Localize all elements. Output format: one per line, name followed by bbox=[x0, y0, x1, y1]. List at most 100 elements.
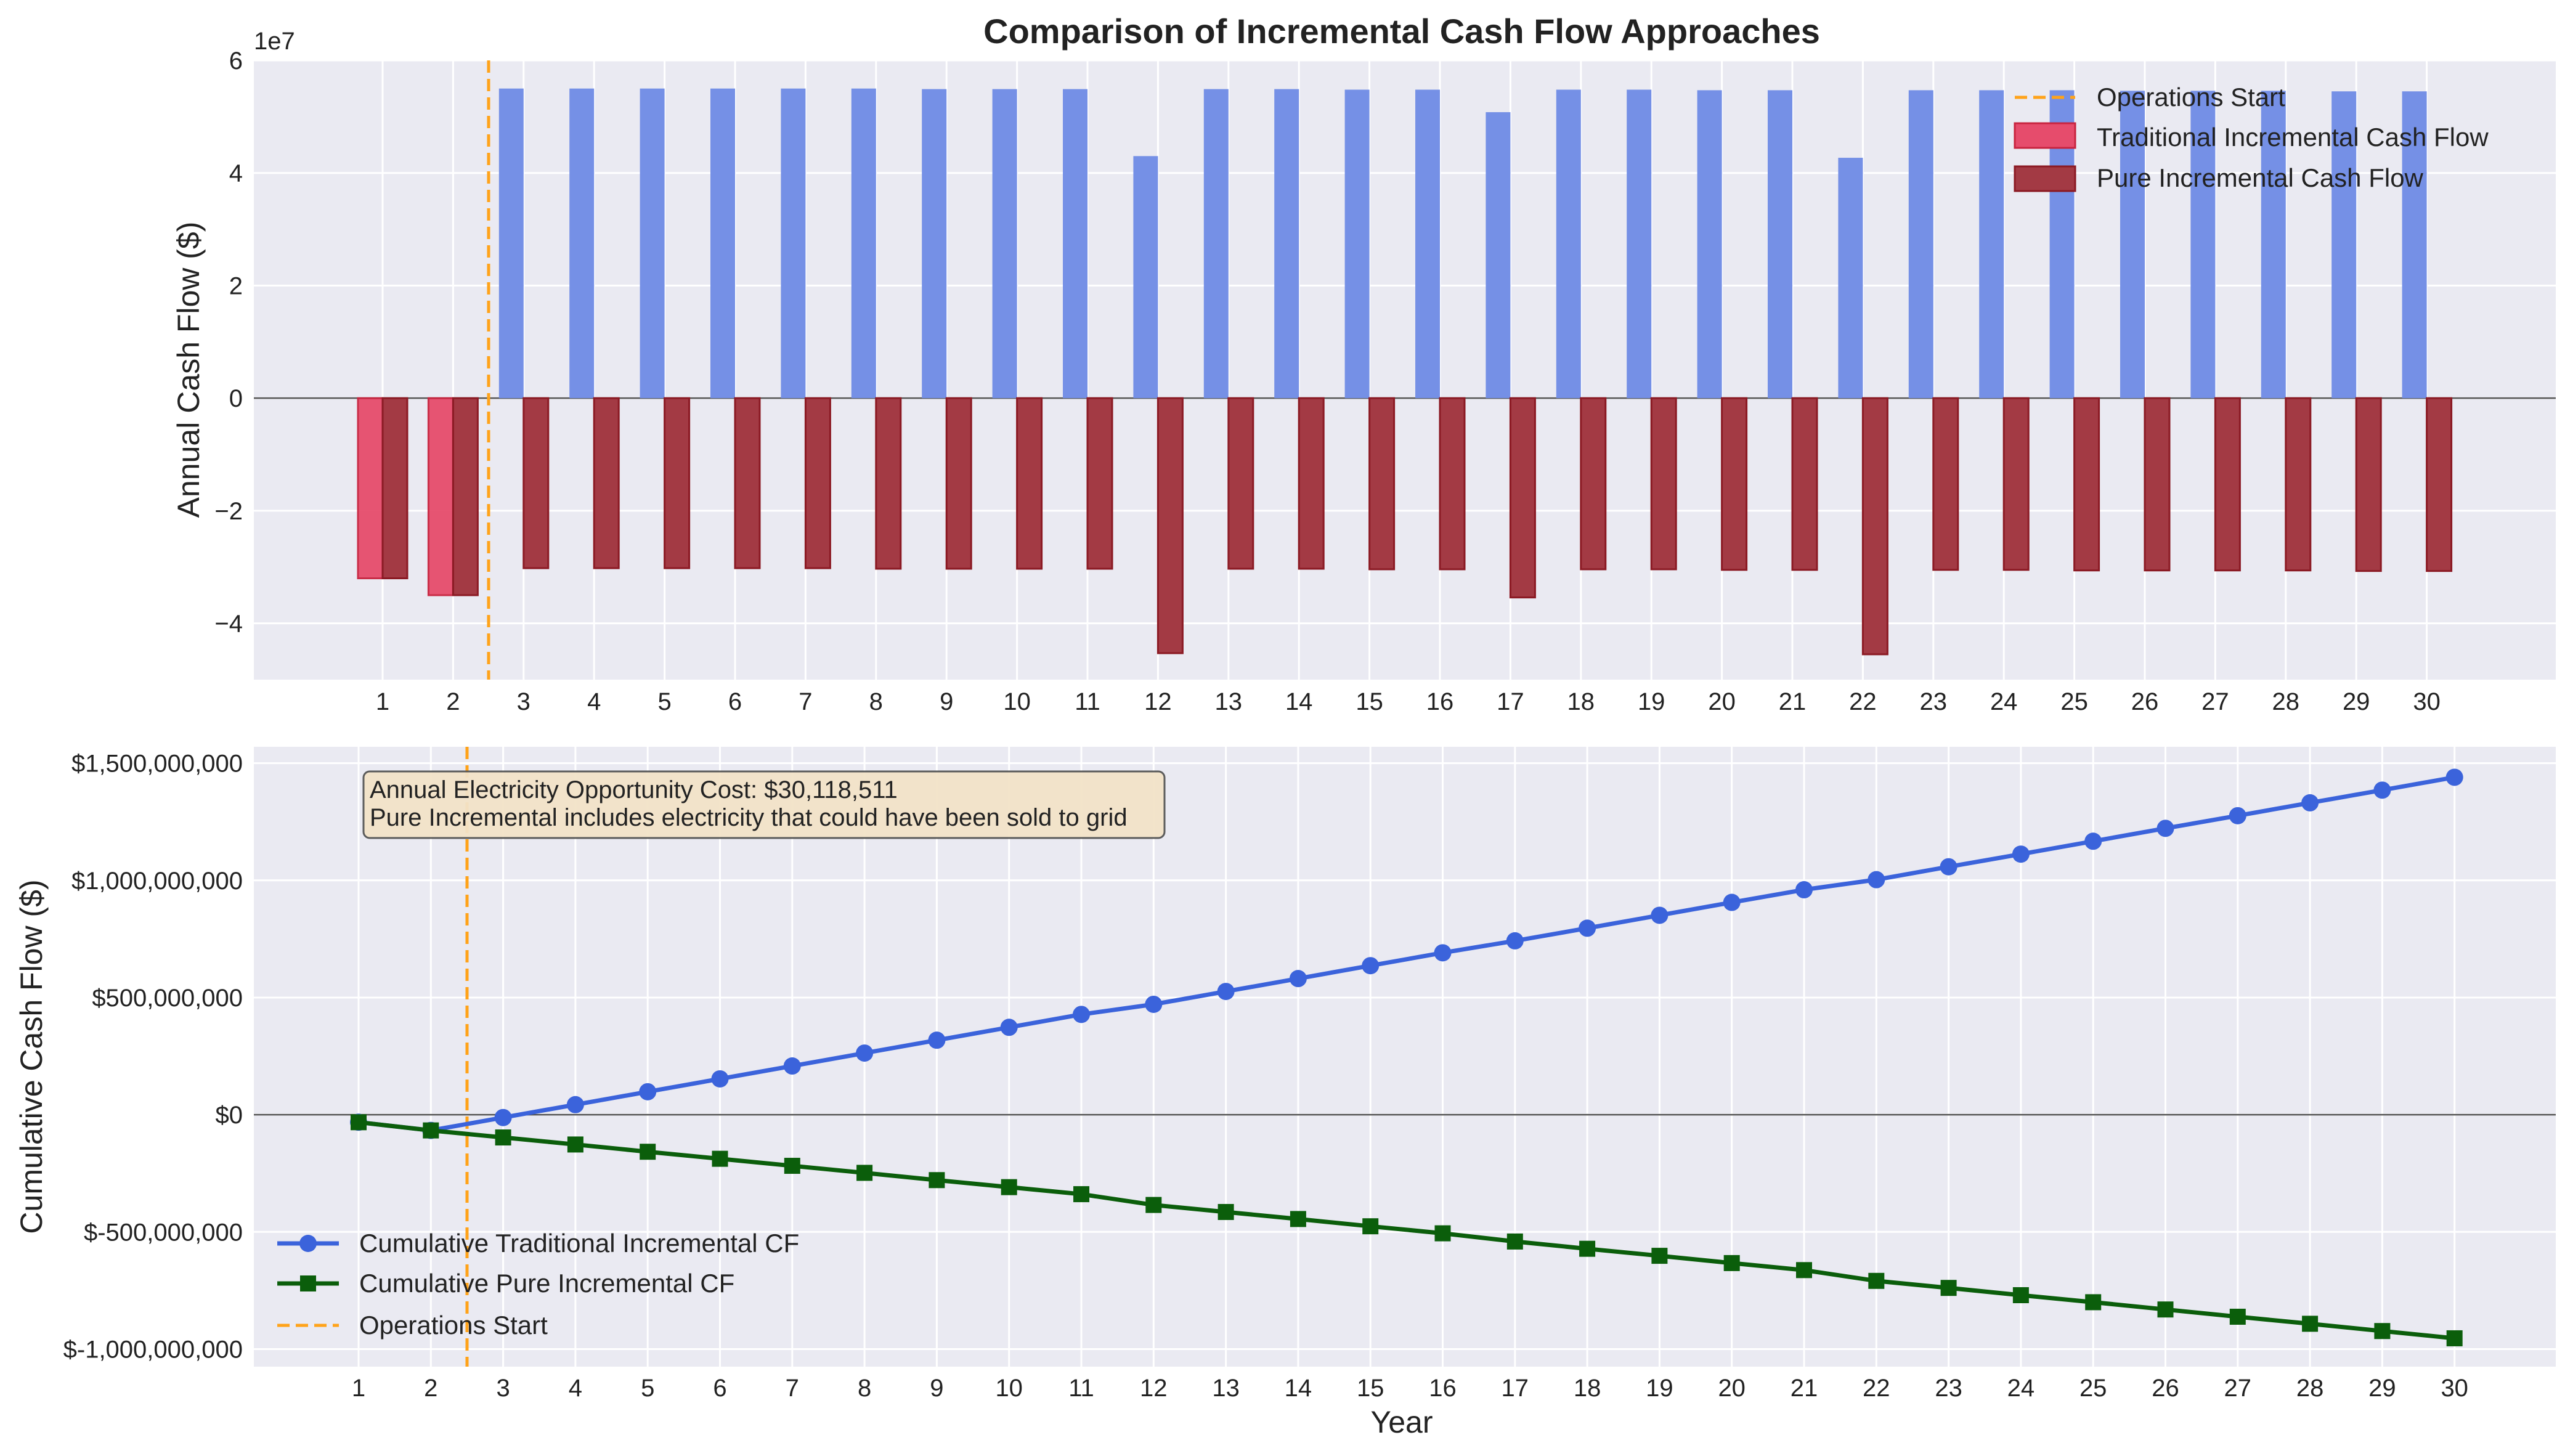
bar-pure bbox=[593, 397, 620, 569]
x-tick-label: 4 bbox=[587, 688, 601, 715]
bar-pure bbox=[1580, 397, 1607, 571]
point-traditional bbox=[1145, 995, 1163, 1013]
x-tick-label: 23 bbox=[1920, 688, 1948, 715]
point-traditional bbox=[2373, 781, 2391, 799]
x-tick-label: 11 bbox=[1068, 1375, 1094, 1402]
legend-label: Cumulative Pure Incremental CF bbox=[359, 1269, 734, 1298]
point-pure bbox=[2446, 1330, 2463, 1346]
point-pure bbox=[712, 1150, 728, 1167]
bar-pure bbox=[1086, 397, 1113, 570]
x-tick-label: 2 bbox=[446, 688, 460, 715]
x-tick-label: 19 bbox=[1638, 688, 1665, 715]
bar-pure bbox=[1932, 397, 1959, 571]
x-tick-label: 28 bbox=[2272, 688, 2300, 715]
point-pure bbox=[2157, 1301, 2174, 1318]
x-tick-label: 26 bbox=[2152, 1375, 2179, 1402]
x-tick-label: 17 bbox=[1497, 688, 1524, 715]
point-pure bbox=[495, 1129, 511, 1146]
point-pure bbox=[567, 1136, 583, 1153]
bar-pure bbox=[2073, 397, 2100, 572]
y-tick-label: $-1,000,000,000 bbox=[63, 1336, 243, 1363]
point-pure bbox=[1723, 1255, 1740, 1271]
bar-traditional bbox=[1063, 89, 1087, 399]
y-tick-label: $0 bbox=[216, 1102, 243, 1129]
x-tick-label: 23 bbox=[1935, 1375, 1962, 1402]
chart-title: Comparison of Incremental Cash Flow Appr… bbox=[983, 12, 1820, 51]
y-tick-label: 2 bbox=[229, 272, 243, 299]
y-tick-label: $-500,000,000 bbox=[84, 1219, 243, 1246]
bar-traditional bbox=[1415, 89, 1440, 399]
point-traditional bbox=[1940, 858, 1957, 876]
x-tick-label: 21 bbox=[1791, 1375, 1818, 1402]
point-traditional bbox=[2084, 832, 2102, 850]
point-pure bbox=[1434, 1225, 1451, 1242]
point-pure bbox=[1145, 1197, 1162, 1213]
bar-traditional bbox=[1627, 89, 1652, 399]
x-tick-label: 27 bbox=[2224, 1375, 2252, 1402]
x-tick-label: 3 bbox=[517, 688, 530, 715]
point-traditional bbox=[1073, 1006, 1090, 1023]
bar-traditional bbox=[1838, 158, 1863, 399]
x-axis-label: Year bbox=[1370, 1405, 1433, 1439]
point-pure bbox=[2229, 1308, 2246, 1325]
point-pure bbox=[784, 1158, 800, 1174]
bar-pure bbox=[1439, 397, 1466, 571]
point-traditional bbox=[1362, 957, 1380, 975]
point-pure bbox=[1506, 1233, 1523, 1250]
bar-traditional bbox=[1556, 89, 1581, 399]
x-tick-label: 25 bbox=[2060, 688, 2088, 715]
x-tick-label: 13 bbox=[1212, 1375, 1240, 1402]
annotation-line: Pure Incremental includes electricity th… bbox=[370, 804, 1128, 831]
bar-pure bbox=[1650, 397, 1677, 571]
bar-traditional bbox=[1203, 89, 1229, 399]
point-pure bbox=[2012, 1287, 2029, 1303]
bar-pure bbox=[1298, 397, 1325, 570]
point-traditional bbox=[566, 1096, 584, 1113]
bar-traditional bbox=[1133, 156, 1158, 399]
x-tick-label: 2 bbox=[424, 1375, 437, 1402]
x-tick-label: 4 bbox=[569, 1375, 582, 1402]
legend-label: Traditional Incremental Cash Flow bbox=[2097, 123, 2489, 152]
point-traditional bbox=[494, 1108, 512, 1126]
x-tick-label: 30 bbox=[2441, 1375, 2468, 1402]
bar-pure bbox=[452, 397, 479, 596]
x-tick-label: 5 bbox=[657, 688, 671, 715]
x-tick-label: 15 bbox=[1356, 688, 1383, 715]
point-traditional bbox=[1723, 893, 1741, 911]
x-tick-label: 21 bbox=[1779, 688, 1807, 715]
x-tick-label: 8 bbox=[869, 688, 883, 715]
point-pure bbox=[929, 1172, 945, 1189]
point-traditional bbox=[928, 1031, 946, 1049]
bar-pure bbox=[1791, 397, 1818, 571]
x-tick-label: 7 bbox=[786, 1375, 799, 1402]
cumulative-cash-flow-chart: $-1,000,000,000 $-500,000,000 $0 $500,000,0… bbox=[14, 747, 2556, 1439]
x-tick-label: 9 bbox=[930, 1375, 943, 1402]
x-tick-label: 5 bbox=[641, 1375, 654, 1402]
point-pure bbox=[1290, 1211, 1306, 1227]
x-tick-label: 11 bbox=[1075, 688, 1100, 715]
point-pure bbox=[1073, 1186, 1089, 1203]
bar-pure bbox=[2144, 397, 2171, 572]
x-tick-label: 29 bbox=[2368, 1375, 2396, 1402]
point-pure bbox=[423, 1122, 439, 1139]
legend-swatch-pure bbox=[2014, 165, 2076, 192]
bar-traditional bbox=[710, 88, 735, 399]
x-tick-label: 7 bbox=[799, 688, 812, 715]
bar-pure bbox=[1227, 397, 1254, 570]
x-tick-label: 10 bbox=[995, 1375, 1023, 1402]
point-pure bbox=[640, 1144, 656, 1160]
point-traditional bbox=[711, 1070, 729, 1088]
legend-label: Pure Incremental Cash Flow bbox=[2097, 163, 2424, 192]
x-tick-label: 15 bbox=[1357, 1375, 1384, 1402]
point-traditional bbox=[2156, 820, 2174, 837]
bar-traditional bbox=[569, 88, 595, 399]
x-tick-label: 6 bbox=[728, 688, 742, 715]
legend-marker-pure bbox=[300, 1275, 316, 1291]
x-tick-label: 27 bbox=[2201, 688, 2229, 715]
point-pure bbox=[2374, 1323, 2391, 1340]
bar-pure bbox=[2214, 397, 2241, 572]
bar-pure bbox=[1156, 397, 1184, 654]
x-tick-label: 26 bbox=[2131, 688, 2159, 715]
y-axis-label: Annual Cash Flow ($) bbox=[171, 222, 206, 518]
